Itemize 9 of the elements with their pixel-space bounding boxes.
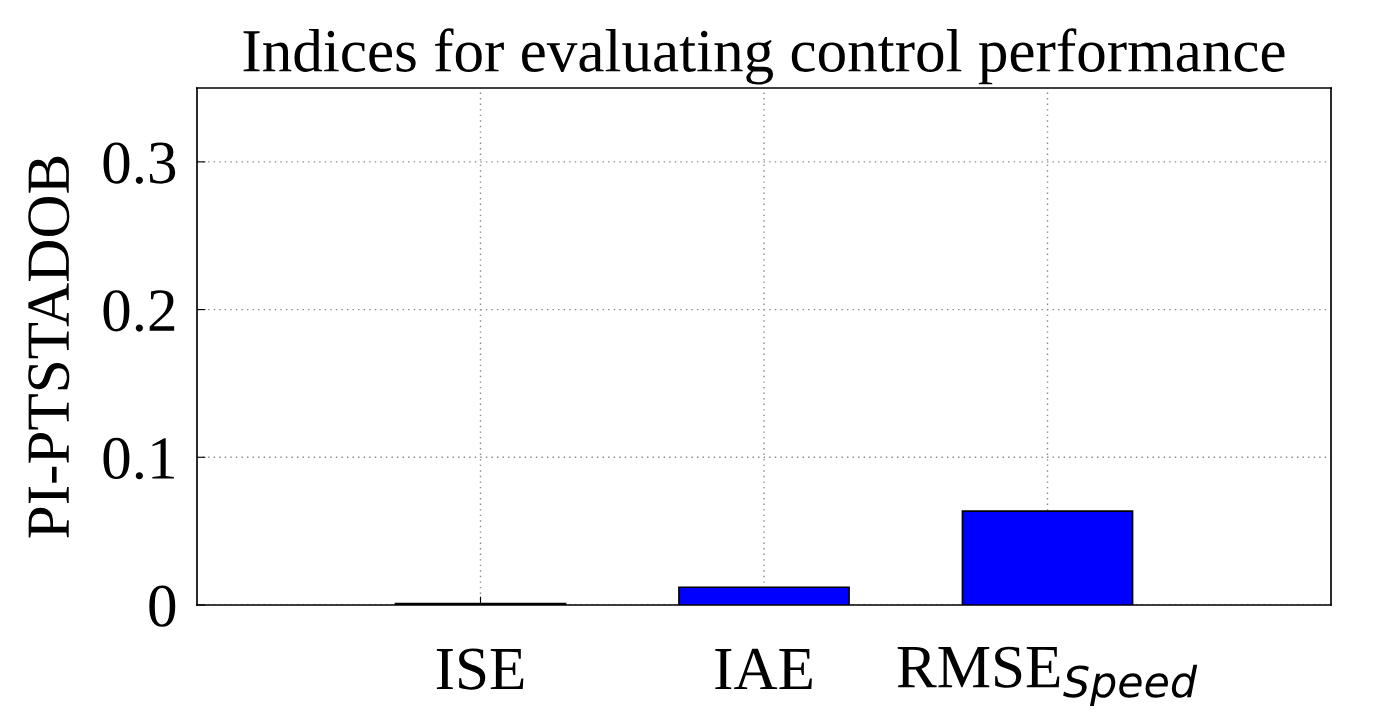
- x-tick-label: ISE: [436, 648, 524, 690]
- y-tick-label: 0.3: [103, 142, 176, 184]
- y-tick-label: 0.2: [103, 290, 175, 332]
- x-tick-label: IAE: [715, 648, 812, 690]
- y-tick-label: 0: [149, 585, 176, 627]
- y-tick-label: 0.1: [103, 437, 174, 480]
- x-tick-label: RMSE$_{Speed}$: [897, 646, 1198, 707]
- y-axis-title: PI-PTSTADOB: [28, 156, 70, 538]
- chart-title: Indices for evaluating control performance: [243, 28, 1285, 85]
